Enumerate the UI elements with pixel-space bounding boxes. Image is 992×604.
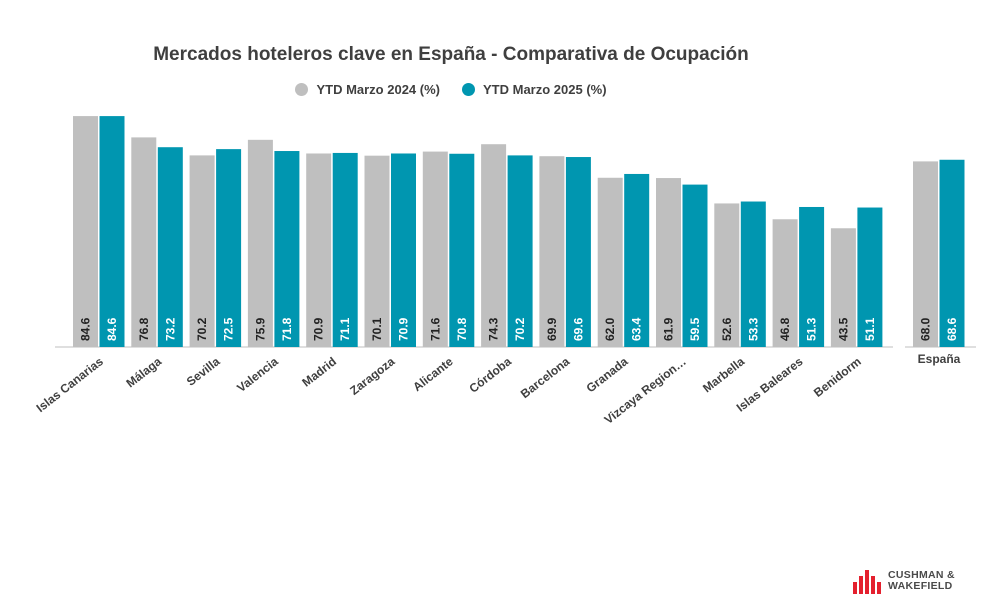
data-label-2025-granada: 63.4 <box>630 317 644 341</box>
category-label-m-laga: Málaga <box>123 354 164 390</box>
logo-text-line2: WAKEFIELD <box>888 580 953 592</box>
category-label-granada: Granada <box>584 354 631 395</box>
legend-item-2025: YTD Marzo 2025 (%) <box>462 82 607 97</box>
bar-2025-granada <box>624 173 650 347</box>
logo-icon <box>853 570 881 594</box>
data-label-2024-marbella: 52.6 <box>720 317 734 341</box>
bar-2025-sevilla <box>216 149 242 347</box>
data-label-2024-c-rdoba: 74.3 <box>487 317 501 341</box>
data-label-2024-vizcaya-region: 61.9 <box>662 317 676 341</box>
category-label-marbella: Marbella <box>700 354 747 395</box>
data-label-2024-islas-baleares: 46.8 <box>778 317 792 341</box>
data-label-2024-espana: 68.0 <box>919 317 933 341</box>
data-label-2024-zaragoza: 70.1 <box>370 317 384 341</box>
category-label-benidorm: Benidorm <box>811 354 864 400</box>
legend-marker-2025 <box>462 83 475 96</box>
bar-2024-alicante <box>422 151 448 347</box>
category-label-valencia: Valencia <box>234 354 281 395</box>
bar-2024-islas-canarias <box>73 116 98 347</box>
data-label-2024-madrid: 70.9 <box>312 317 326 341</box>
bar-2025-madrid <box>332 152 358 347</box>
data-label-2024-m-laga: 76.8 <box>137 317 151 341</box>
bar-2024-c-rdoba <box>481 144 507 347</box>
data-label-2025-zaragoza: 70.9 <box>397 317 411 341</box>
legend-label-2025: YTD Marzo 2025 (%) <box>483 82 607 97</box>
bar-2024-zaragoza <box>364 155 390 347</box>
category-label-sevilla: Sevilla <box>184 354 223 389</box>
bar-2025-valencia <box>274 151 300 347</box>
bar-2024-islas-baleares <box>772 219 798 347</box>
bar-2024-benidorm <box>830 228 856 347</box>
category-label-zaragoza: Zaragoza <box>347 354 397 398</box>
data-label-2024-valencia: 75.9 <box>253 317 267 341</box>
data-label-2024-barcelona: 69.9 <box>545 317 559 341</box>
data-label-2025-islas-baleares: 51.3 <box>805 317 819 341</box>
bar-2024-espana <box>913 161 938 347</box>
bar-2025-alicante <box>449 153 475 347</box>
bar-2025-benidorm <box>857 207 883 347</box>
bar-2024-sevilla <box>189 155 215 347</box>
bar-2025-vizcaya-region <box>682 184 708 347</box>
data-label-2025-benidorm: 51.1 <box>863 317 877 341</box>
category-label-madrid: Madrid <box>299 354 339 389</box>
bar-2025-marbella <box>740 201 766 347</box>
logo-text-line1: CUSHMAN & <box>888 569 955 581</box>
cushman-wakefield-logo: CUSHMAN & WAKEFIELD <box>852 567 972 595</box>
category-label-barcelona: Barcelona <box>518 354 573 401</box>
data-label-2025-c-rdoba: 70.2 <box>513 317 527 341</box>
bar-2024-marbella <box>714 203 740 347</box>
data-label-2025-valencia: 71.8 <box>280 317 294 341</box>
legend-marker-2024 <box>295 83 309 96</box>
data-label-2025-m-laga: 73.2 <box>163 317 177 341</box>
bar-2024-m-laga <box>131 137 157 347</box>
bar-2025-m-laga <box>157 147 183 347</box>
bar-2024-vizcaya-region <box>656 178 681 347</box>
legend-item-2024: YTD Marzo 2024 (%) <box>295 82 440 97</box>
data-label-2024-islas-canarias: 84.6 <box>79 317 93 341</box>
bar-2025-barcelona <box>565 157 591 347</box>
bar-2025-islas-canarias <box>99 116 125 347</box>
bar-2025-espana <box>939 159 965 347</box>
data-label-2024-granada: 62.0 <box>603 317 617 341</box>
bar-2025-c-rdoba <box>507 155 533 347</box>
data-label-2025-alicante: 70.8 <box>455 317 469 341</box>
data-label-2024-sevilla: 70.2 <box>195 317 209 341</box>
bar-2024-madrid <box>306 153 332 347</box>
data-label-2025-espana: 68.6 <box>945 317 959 341</box>
category-label-c-rdoba: Córdoba <box>466 354 514 396</box>
data-label-2025-vizcaya-region: 59.5 <box>688 317 702 341</box>
data-label-2025-sevilla: 72.5 <box>222 317 236 341</box>
bar-2025-islas-baleares <box>799 206 825 347</box>
category-label-islas-canarias: Islas Canarias <box>34 354 106 415</box>
data-label-2025-marbella: 53.3 <box>746 317 760 341</box>
bar-2024-granada <box>597 177 623 347</box>
bar-2024-barcelona <box>539 156 565 347</box>
data-label-2024-benidorm: 43.5 <box>836 317 850 341</box>
data-label-2025-madrid: 71.1 <box>338 317 352 341</box>
bar-2025-zaragoza <box>391 153 416 347</box>
category-label-espana: España <box>918 352 961 366</box>
data-label-2025-barcelona: 69.6 <box>571 317 585 341</box>
bar-2024-valencia <box>247 139 273 347</box>
chart-legend: YTD Marzo 2024 (%) YTD Marzo 2025 (%) <box>0 82 902 97</box>
data-label-2024-alicante: 71.6 <box>428 317 442 341</box>
chart-title: Mercados hoteleros clave en España - Com… <box>153 44 749 65</box>
category-label-alicante: Alicante <box>410 354 456 394</box>
legend-label-2024: YTD Marzo 2024 (%) <box>316 82 440 97</box>
data-label-2025-islas-canarias: 84.6 <box>105 317 119 341</box>
